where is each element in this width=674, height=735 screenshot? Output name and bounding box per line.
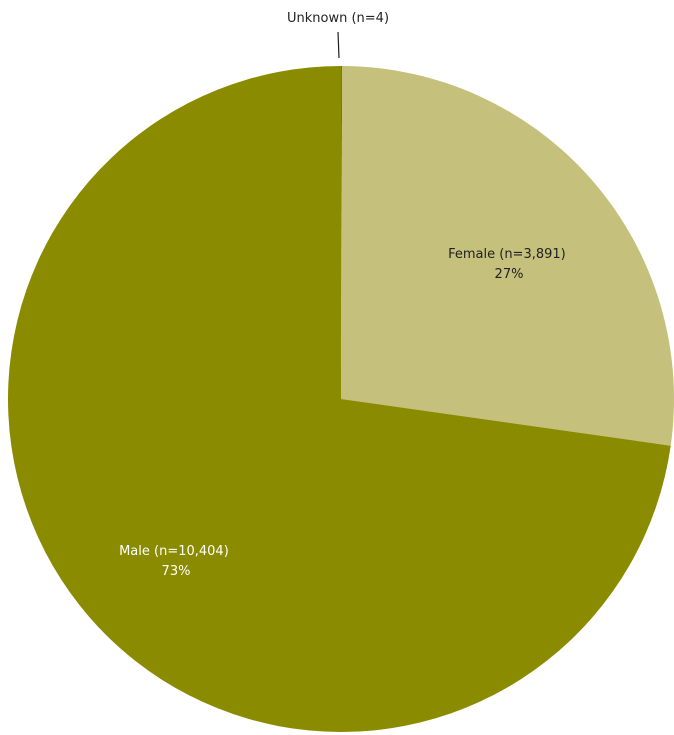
unknown-label: Unknown (n=4) <box>287 11 389 26</box>
male-label-percent: 73% <box>162 564 191 579</box>
unknown-leader-line <box>337 31 340 59</box>
slice-male <box>7 66 671 733</box>
female-label: Female (n=3,891) 27% <box>448 247 570 282</box>
slice-unknown <box>341 66 342 399</box>
male-label: Male (n=10,404) 73% <box>119 544 233 579</box>
female-label-percent: 27% <box>495 267 524 282</box>
slice-female <box>341 66 674 446</box>
pie-slices <box>7 66 674 733</box>
male-label-name: Male (n=10,404) <box>119 544 229 559</box>
female-label-name: Female (n=3,891) <box>448 247 566 262</box>
